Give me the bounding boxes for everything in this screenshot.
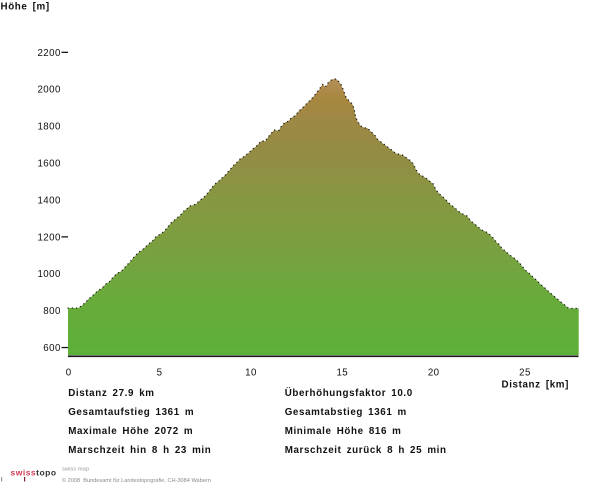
svg-text:10: 10 (245, 368, 257, 379)
svg-text:Distanz 27.9 km: Distanz 27.9 km (68, 388, 154, 399)
svg-text:1600: 1600 (37, 159, 61, 170)
svg-text:Minimale Höhe 816 m: Minimale Höhe 816 m (285, 426, 402, 437)
svg-text:1800: 1800 (37, 122, 61, 133)
svg-text:© 2008 Bundesamt für Landesto: © 2008 Bundesamt für Landestopografie, C… (62, 477, 211, 484)
svg-text:1400: 1400 (37, 195, 61, 206)
svg-text:600: 600 (43, 343, 61, 354)
svg-text:1000: 1000 (37, 269, 61, 280)
svg-text:15: 15 (336, 368, 348, 379)
svg-text:Maximale Höhe 2072 m: Maximale Höhe 2072 m (68, 426, 193, 437)
svg-text:swiss map: swiss map (62, 466, 89, 472)
svg-text:Marschzeit hin 8 h 23 min: Marschzeit hin 8 h 23 min (68, 445, 211, 456)
svg-text:25: 25 (519, 368, 531, 379)
svg-text:2200: 2200 (37, 48, 61, 59)
svg-text:1200: 1200 (37, 232, 61, 243)
svg-text:20: 20 (428, 368, 440, 379)
svg-text:swisstopo: swisstopo (11, 468, 57, 478)
svg-text:Gesamtabstieg 1361 m: Gesamtabstieg 1361 m (285, 407, 407, 418)
svg-text:Überhöhungsfaktor 10.0: Überhöhungsfaktor 10.0 (285, 388, 413, 399)
svg-text:Höhe [m]: Höhe [m] (1, 2, 50, 13)
svg-text:Gesamtaufstieg 1361 m: Gesamtaufstieg 1361 m (68, 407, 194, 418)
svg-text:800: 800 (43, 306, 61, 317)
svg-text:2000: 2000 (37, 85, 61, 96)
svg-text:Marschzeit zurück 8 h 25 min: Marschzeit zurück 8 h 25 min (285, 445, 447, 456)
svg-text:5: 5 (157, 368, 163, 379)
svg-text:0: 0 (66, 368, 72, 379)
svg-text:Distanz [km]: Distanz [km] (502, 380, 570, 391)
